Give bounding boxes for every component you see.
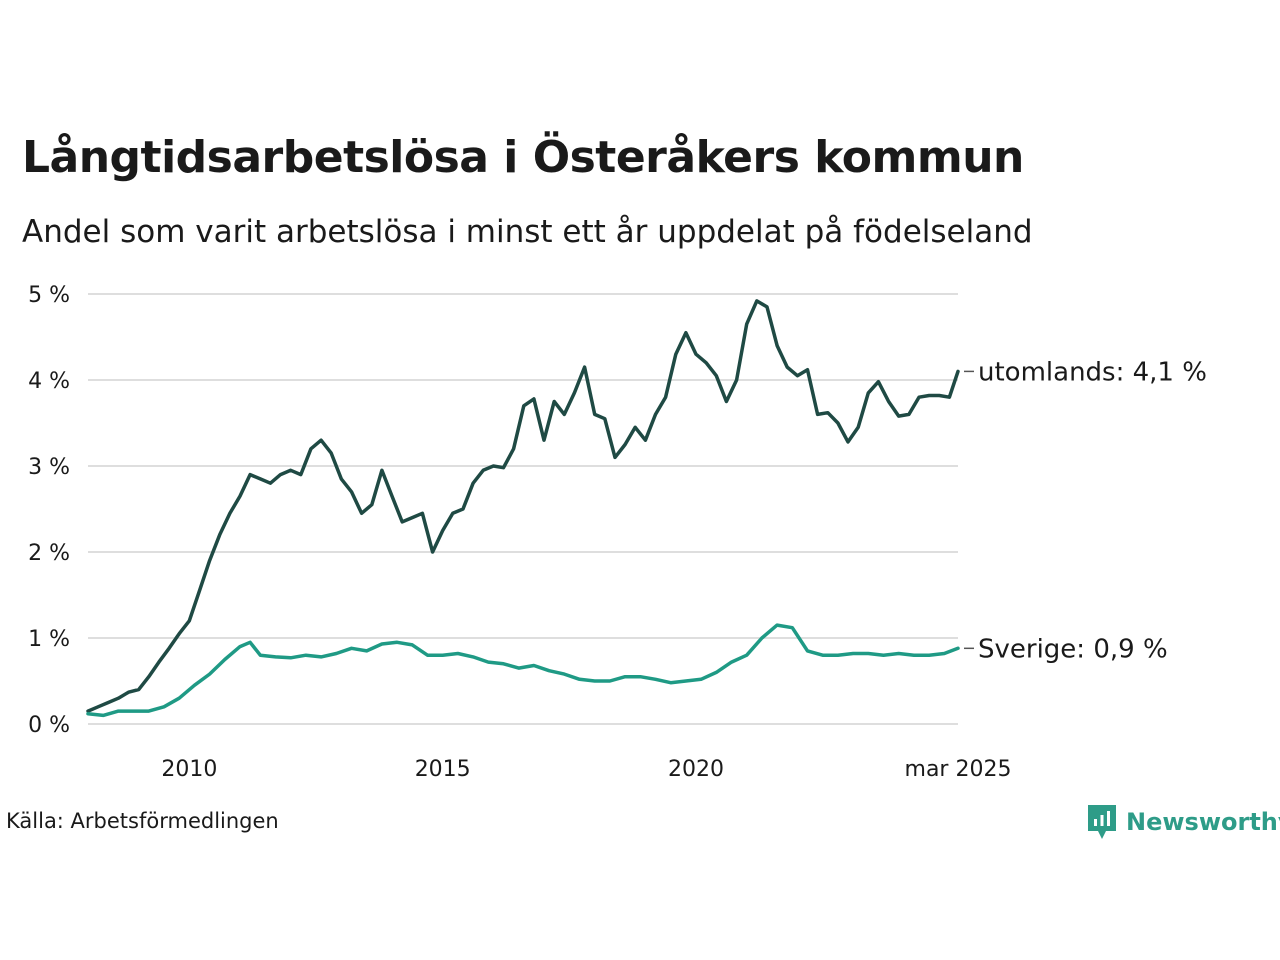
y-tick-label: 5 %	[28, 283, 70, 308]
end-label-utomlands: utomlands: 4,1 %	[978, 357, 1207, 387]
x-tick-label: 2010	[161, 757, 217, 782]
chart-title: Långtidsarbetslösa i Österåkers kommun	[22, 132, 1024, 183]
x-axis: 2010 2015 2020 mar 2025	[161, 757, 1011, 782]
series-lines	[86, 299, 960, 718]
series-line-utomlands	[86, 299, 960, 713]
x-tick-label: mar 2025	[905, 757, 1012, 782]
y-axis: 0 % 1 % 2 % 3 % 4 % 5 %	[28, 283, 70, 738]
y-tick-label: 2 %	[28, 541, 70, 566]
newsworthy-logo-icon	[1088, 805, 1116, 839]
end-labels: utomlands: 4,1 % Sverige: 0,9 %	[964, 357, 1207, 664]
x-tick-label: 2020	[668, 757, 724, 782]
source-note: Källa: Arbetsförmedlingen	[6, 809, 279, 833]
end-label-sverige: Sverige: 0,9 %	[978, 634, 1168, 664]
newsworthy-logo-text: Newsworthy	[1126, 808, 1280, 836]
y-tick-label: 1 %	[28, 627, 70, 652]
x-tick-label: 2015	[415, 757, 471, 782]
newsworthy-logo: Newsworthy	[1088, 804, 1280, 840]
chart-subtitle: Andel som varit arbetslösa i minst ett å…	[22, 214, 1033, 250]
y-tick-label: 3 %	[28, 455, 70, 480]
y-tick-label: 4 %	[28, 369, 70, 394]
series-line-sverige	[86, 623, 960, 718]
y-tick-label: 0 %	[28, 713, 70, 738]
gridlines	[88, 293, 958, 725]
